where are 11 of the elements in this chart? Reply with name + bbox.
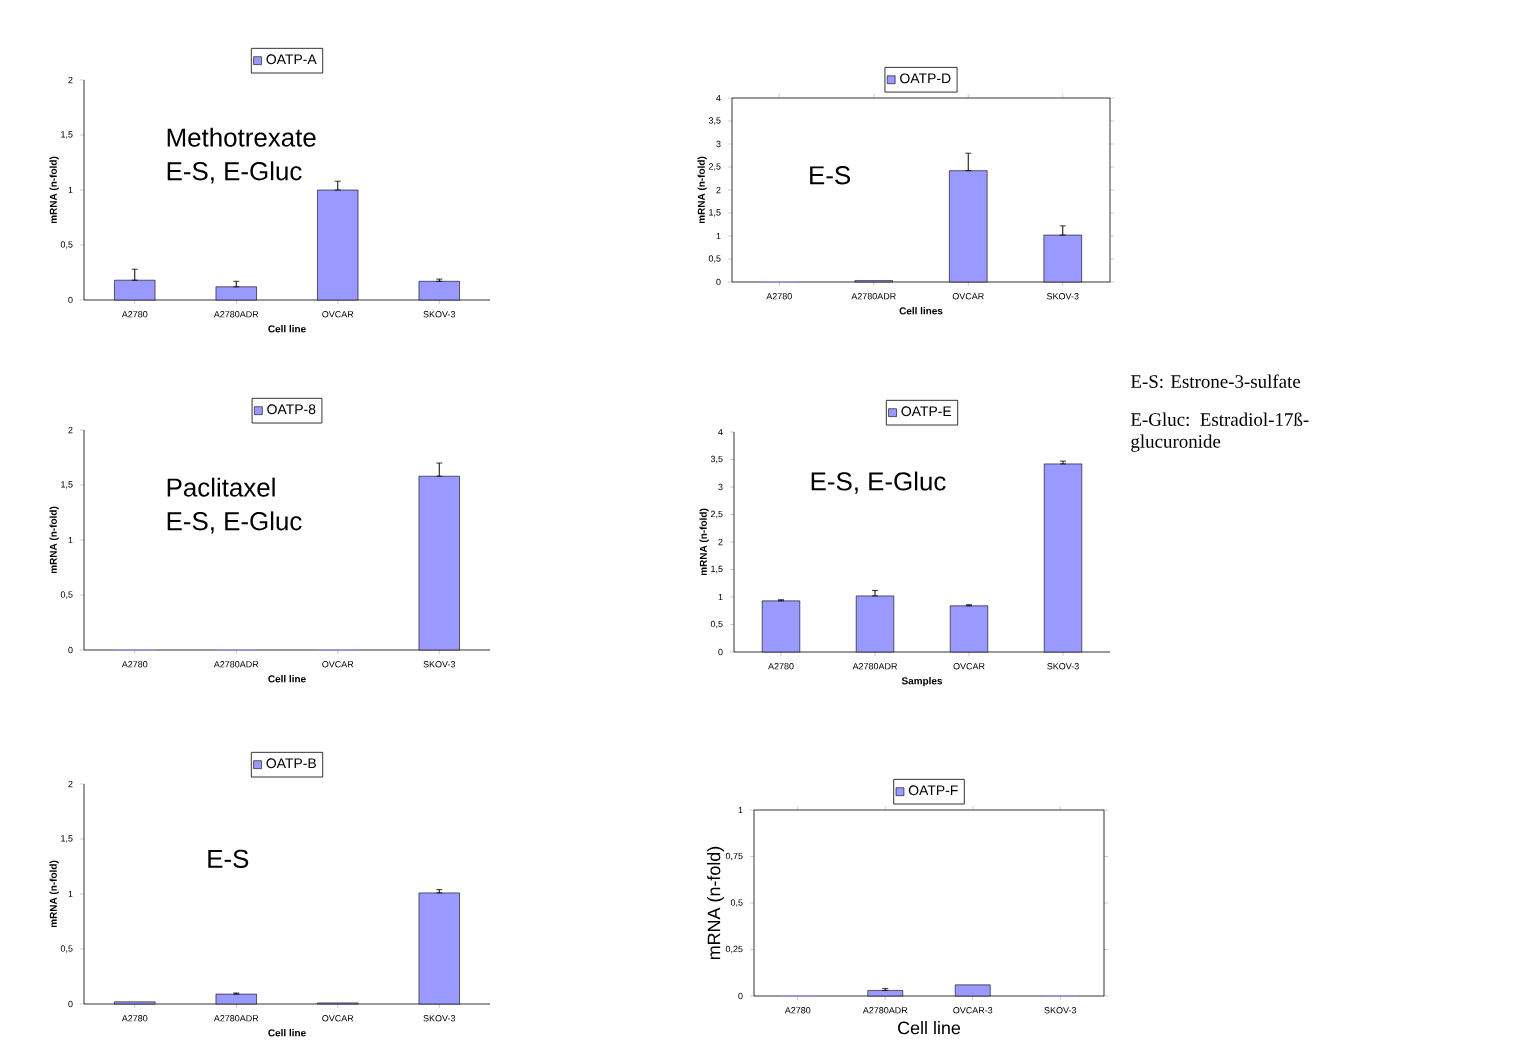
annotation: Paclitaxel	[167, 477, 275, 497]
annotation: E-S	[208, 849, 249, 868]
annotation: E-S, E-Gluc	[167, 161, 302, 184]
text: E-S: Estrone-3-sulfate	[1130, 374, 1301, 389]
annotation: E-S, E-Gluc	[167, 511, 302, 534]
annotation: E-S	[810, 166, 850, 185]
y-axis-title: mRNA (n-fold)	[707, 846, 724, 960]
annotation: Methotrexate	[167, 127, 316, 147]
annotation: E-S, E-Gluc	[811, 471, 946, 494]
x-axis-title: Cell line	[898, 1021, 961, 1035]
text: E-Gluc: Estradiol-17ß-glucuronide	[1130, 412, 1309, 452]
